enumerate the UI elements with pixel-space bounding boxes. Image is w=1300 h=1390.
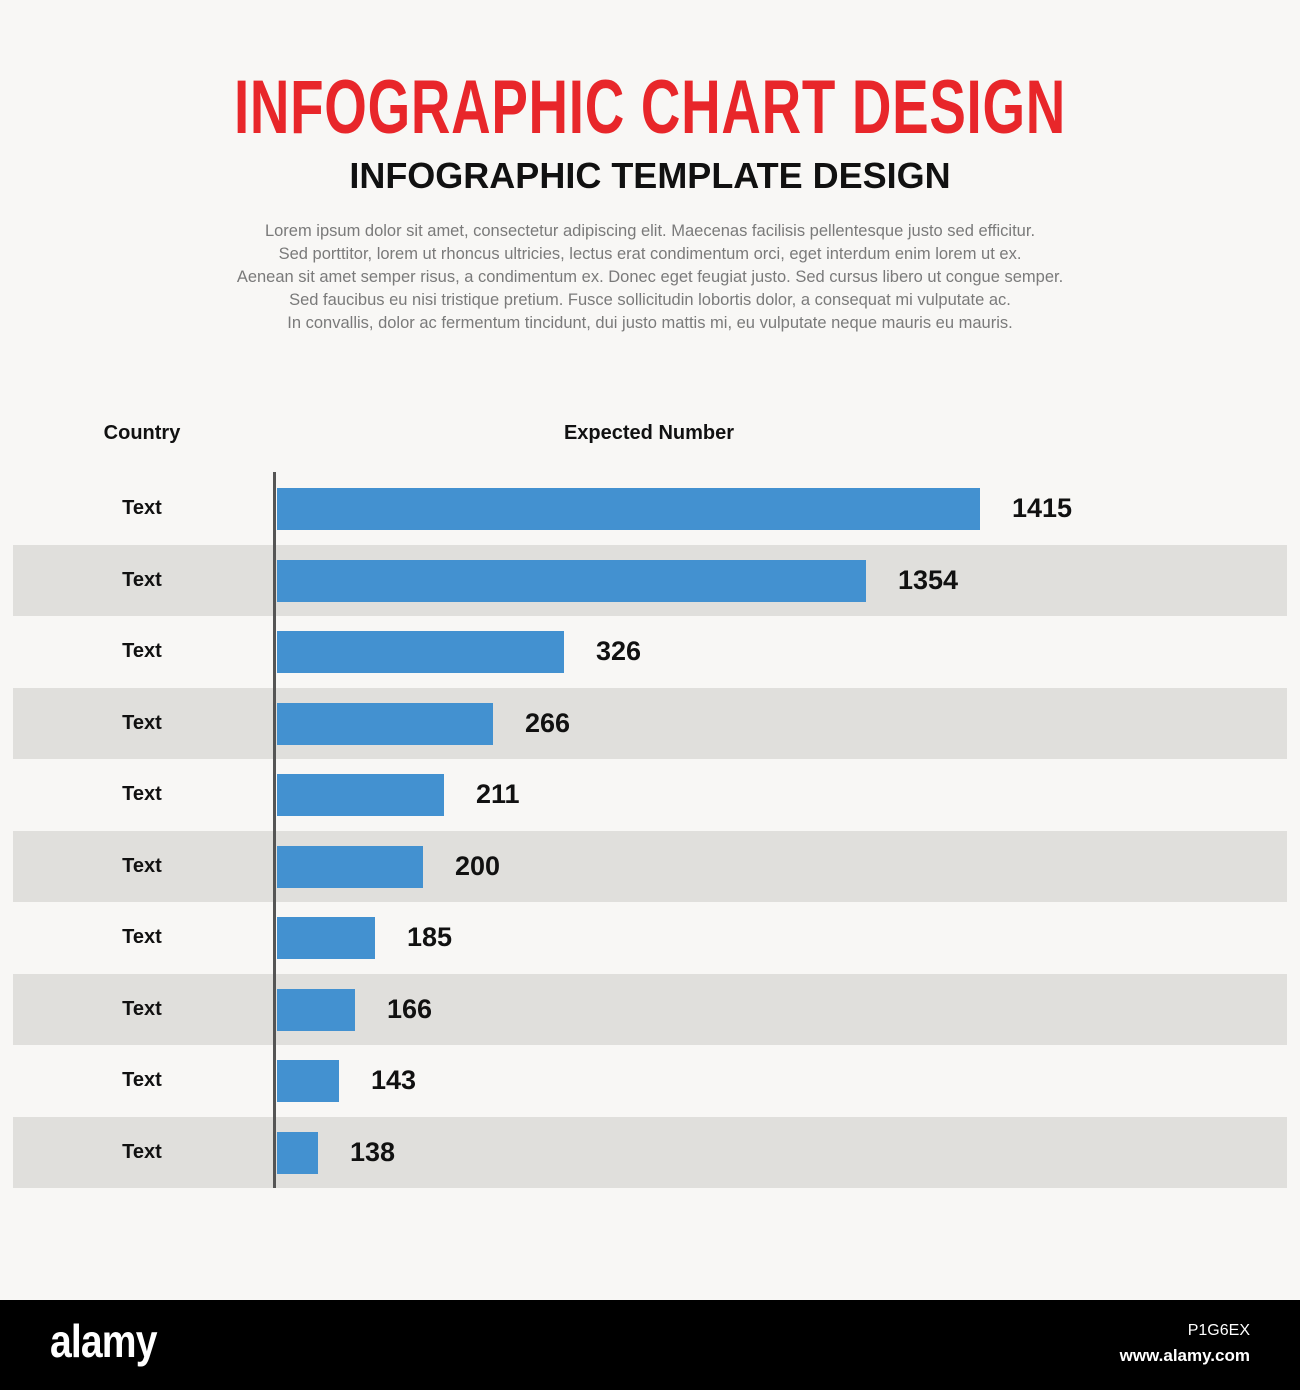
value-label: 1415 (1012, 493, 1073, 523)
table-row: Text 266 (13, 687, 1287, 759)
bar (277, 988, 355, 1031)
table-row: Text 143 (13, 1045, 1287, 1117)
bar (277, 488, 980, 530)
description-line: In convallis, dolor ac fermentum tincidu… (287, 314, 1013, 332)
image-code: P1G6EX (1187, 1322, 1250, 1339)
category-label: Text (122, 854, 162, 877)
bar (277, 917, 375, 959)
table-row: Text 326 (13, 616, 1287, 688)
description-line: Sed faucibus eu nisi tristique pretium. … (289, 291, 1011, 309)
category-label: Text (122, 568, 162, 591)
table-row: Text 211 (13, 759, 1287, 831)
category-label: Text (122, 1140, 162, 1163)
value-label: 138 (350, 1136, 396, 1167)
bar (277, 631, 564, 673)
value-label: 185 (407, 922, 453, 952)
table-row: Text 200 (13, 830, 1287, 902)
category-label: Text (122, 783, 162, 805)
value-label: 211 (476, 779, 520, 809)
description: Lorem ipsum dolor sit amet, consectetur … (0, 220, 1300, 335)
description-line: Lorem ipsum dolor sit amet, consectetur … (264, 222, 1036, 240)
category-label: Text (122, 1069, 162, 1091)
value-label: 266 (525, 707, 571, 738)
value-label: 1354 (898, 564, 959, 595)
table-row: Text 138 (13, 1116, 1287, 1188)
alamy-logo: alamy (50, 1315, 157, 1367)
category-label: Text (122, 640, 162, 662)
value-header: Expected Number (563, 422, 735, 444)
description-line: Aenean sit amet semper risus, a condimen… (236, 268, 1064, 286)
category-label: Text (122, 997, 162, 1020)
category-label: Text (122, 711, 162, 734)
category-label: Text (122, 497, 162, 519)
site-url: www.alamy.com (1119, 1346, 1250, 1365)
bar (277, 845, 423, 888)
category-header: Country (103, 422, 181, 444)
table-row: Text 166 (13, 973, 1287, 1045)
footer-banner: alamy P1G6EX www.alamy.com (0, 1300, 1300, 1390)
value-label: 166 (387, 993, 433, 1024)
bar-rows: Text 1415 Text 1354 Text 326 Text 266 Text 211 Tex… (13, 473, 1287, 1188)
description-line: Sed porttitor, lorem ut rhoncus ultricie… (278, 245, 1022, 263)
table-row: Text 1354 (13, 544, 1287, 616)
axis-line (273, 472, 276, 1188)
bar (277, 702, 493, 745)
bar (277, 1060, 339, 1102)
bar (277, 559, 866, 602)
value-label: 326 (596, 636, 642, 666)
table-row: Text 185 (13, 902, 1287, 974)
category-label: Text (122, 926, 162, 948)
chart-subtitle: INFOGRAPHIC TEMPLATE DESIGN (349, 155, 951, 196)
value-label: 143 (371, 1065, 417, 1095)
bar (277, 1131, 318, 1174)
value-label: 200 (455, 850, 501, 881)
chart-title: INFOGRAPHIC CHART DESIGN (233, 65, 1067, 150)
table-row: Text 1415 (13, 473, 1287, 545)
bar (277, 774, 444, 816)
